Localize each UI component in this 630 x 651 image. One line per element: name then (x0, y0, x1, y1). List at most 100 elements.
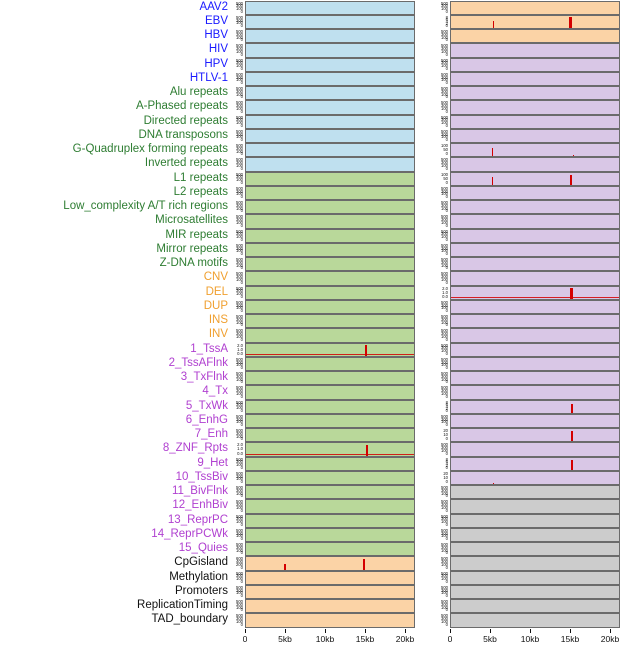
axis-tick-label: 500 (441, 228, 448, 234)
track-label: Alu repeats (169, 86, 228, 99)
axis-tick-label: 0 (240, 479, 243, 484)
right-panel-yaxis: 500 300 100 0 (426, 200, 448, 213)
axis-tick-label: 0 (445, 137, 448, 142)
axis-tick-label: 100 (236, 519, 243, 524)
right-panel-track (450, 14, 620, 29)
axis-tick-label: 300 (441, 160, 448, 165)
axis-tick-label: 100 (236, 533, 243, 539)
axis-tick-label: 0 (445, 222, 448, 228)
right-panel-track (450, 428, 620, 443)
left-panel-yaxis: 500 300 100 0 (221, 528, 243, 541)
axis-tick-label: 0 (445, 578, 448, 584)
axis-tick-label: 300 (236, 188, 243, 194)
axis-tick-label: 0 (445, 122, 448, 128)
left-panel-track (245, 356, 415, 371)
axis-tick-label: 100 (236, 234, 243, 239)
axis-tick-label: 10 (443, 474, 448, 480)
axis-tick-label: 500 (236, 271, 243, 277)
axis-tick-label: 300 (236, 359, 243, 365)
axis-tick-label: 0 (240, 179, 243, 185)
axis-tick-label: 100 (441, 205, 448, 211)
left-panel-track (245, 214, 415, 229)
track-bar (362, 559, 365, 570)
left-panel-track (245, 57, 415, 72)
left-panel-track (245, 29, 415, 44)
axis-tick-label: 500 (441, 57, 448, 63)
axis-tick-label: 2 (445, 462, 448, 468)
axis-tick-label: 0 (240, 23, 243, 28)
axis-tick-label: 300 (441, 502, 448, 507)
axis-tick-label: 0 (445, 436, 448, 442)
axis-tick-label: 500 (441, 328, 448, 334)
left-panel-yaxis: 500 300 100 0 (221, 71, 243, 85)
axis-tick-label: 300 (236, 131, 243, 137)
axis-tick-label: 100 (236, 91, 243, 97)
right-panel-yaxis: 500 300 100 0 (426, 371, 448, 384)
axis-tick-label: 0 (240, 607, 243, 613)
axis-tick-label: 6 (445, 16, 448, 22)
left-panel-track (245, 114, 415, 129)
track-label: Promoters (174, 584, 228, 597)
right-panel-track (450, 100, 620, 115)
axis-tick-label: 50 (443, 175, 448, 181)
axis-tick-label: 500 (236, 71, 243, 77)
track-label: DNA transposons (138, 128, 229, 141)
axis-tick-label: 300 (236, 160, 243, 165)
axis-tick-label: 500 (236, 413, 243, 419)
axis-tick-label: 300 (236, 74, 243, 80)
axis-tick-label: 0 (445, 521, 448, 527)
left-panel-yaxis: 500 300 100 0 (221, 314, 243, 327)
left-panel-yaxis: 500 300 100 0 (221, 243, 243, 256)
axis-tick-label: 0 (240, 251, 243, 256)
axis-tick-label: 100 (236, 462, 243, 467)
axis-tick-label: 300 (441, 245, 448, 251)
axis-tick (570, 628, 571, 633)
axis-tick-label: 100 (236, 120, 243, 125)
axis-tick-label: 0 (445, 65, 448, 71)
track-label: INS (208, 314, 228, 327)
axis-tick-label: 100 (236, 376, 243, 382)
axis-tick-label: 0 (240, 151, 243, 157)
axis-tick-label: 300 (236, 601, 243, 607)
track-label: 5_TxWk (185, 399, 228, 412)
axis-tick-label: 500 (236, 584, 243, 590)
axis-tick-label: 300 (441, 388, 448, 393)
axis-tick-label: 300 (441, 345, 448, 351)
axis-tick-label: 5kb (278, 633, 292, 644)
axis-tick-label: 500 (236, 599, 243, 604)
axis-tick-label: 100 (236, 6, 243, 11)
axis-tick-label: 300 (236, 117, 243, 123)
right-panel-track (450, 456, 620, 471)
left-panel-yaxis: 500 300 100 0 (221, 371, 243, 384)
axis-tick-label: 100 (236, 262, 243, 268)
axis-tick-label: 500 (236, 171, 243, 177)
right-panel-yaxis: 500 300 100 0 (426, 214, 448, 228)
axis-tick-label: 300 (441, 487, 448, 493)
axis-tick-label: 500 (236, 29, 243, 34)
track-bar (492, 483, 495, 484)
axis-tick-label: 300 (236, 416, 243, 422)
axis-tick-label: 600 (236, 556, 243, 562)
axis-tick-label: 0 (445, 194, 448, 199)
axis-tick-label: 300 (441, 331, 448, 336)
track-label: Methylation (169, 570, 228, 583)
track-bar (365, 345, 367, 356)
axis-tick-label: 0 (445, 151, 448, 157)
track-label: G-Quadruplex forming repeats (72, 143, 228, 156)
axis-tick-label: 500 (236, 185, 243, 191)
axis-tick-label: 0 (445, 493, 448, 499)
left-panel-track (245, 0, 415, 15)
axis-tick-label: 500 (441, 570, 448, 576)
left-panel-yaxis: 500 300 100 0 (221, 514, 243, 527)
axis-tick-label: 300 (441, 601, 448, 607)
axis-tick-label: 2.0 (237, 442, 243, 448)
track-bar (570, 403, 573, 413)
axis-tick-label: 500 (236, 86, 243, 91)
axis-tick-label: 0.0 (442, 293, 448, 299)
axis-tick-label: 500 (441, 613, 448, 619)
axis-tick-label: 300 (441, 316, 448, 322)
track-label: A-Phased repeats (135, 100, 228, 113)
axis-tick-label: 1.0 (237, 446, 243, 452)
axis-tick-label: 100 (236, 618, 243, 624)
